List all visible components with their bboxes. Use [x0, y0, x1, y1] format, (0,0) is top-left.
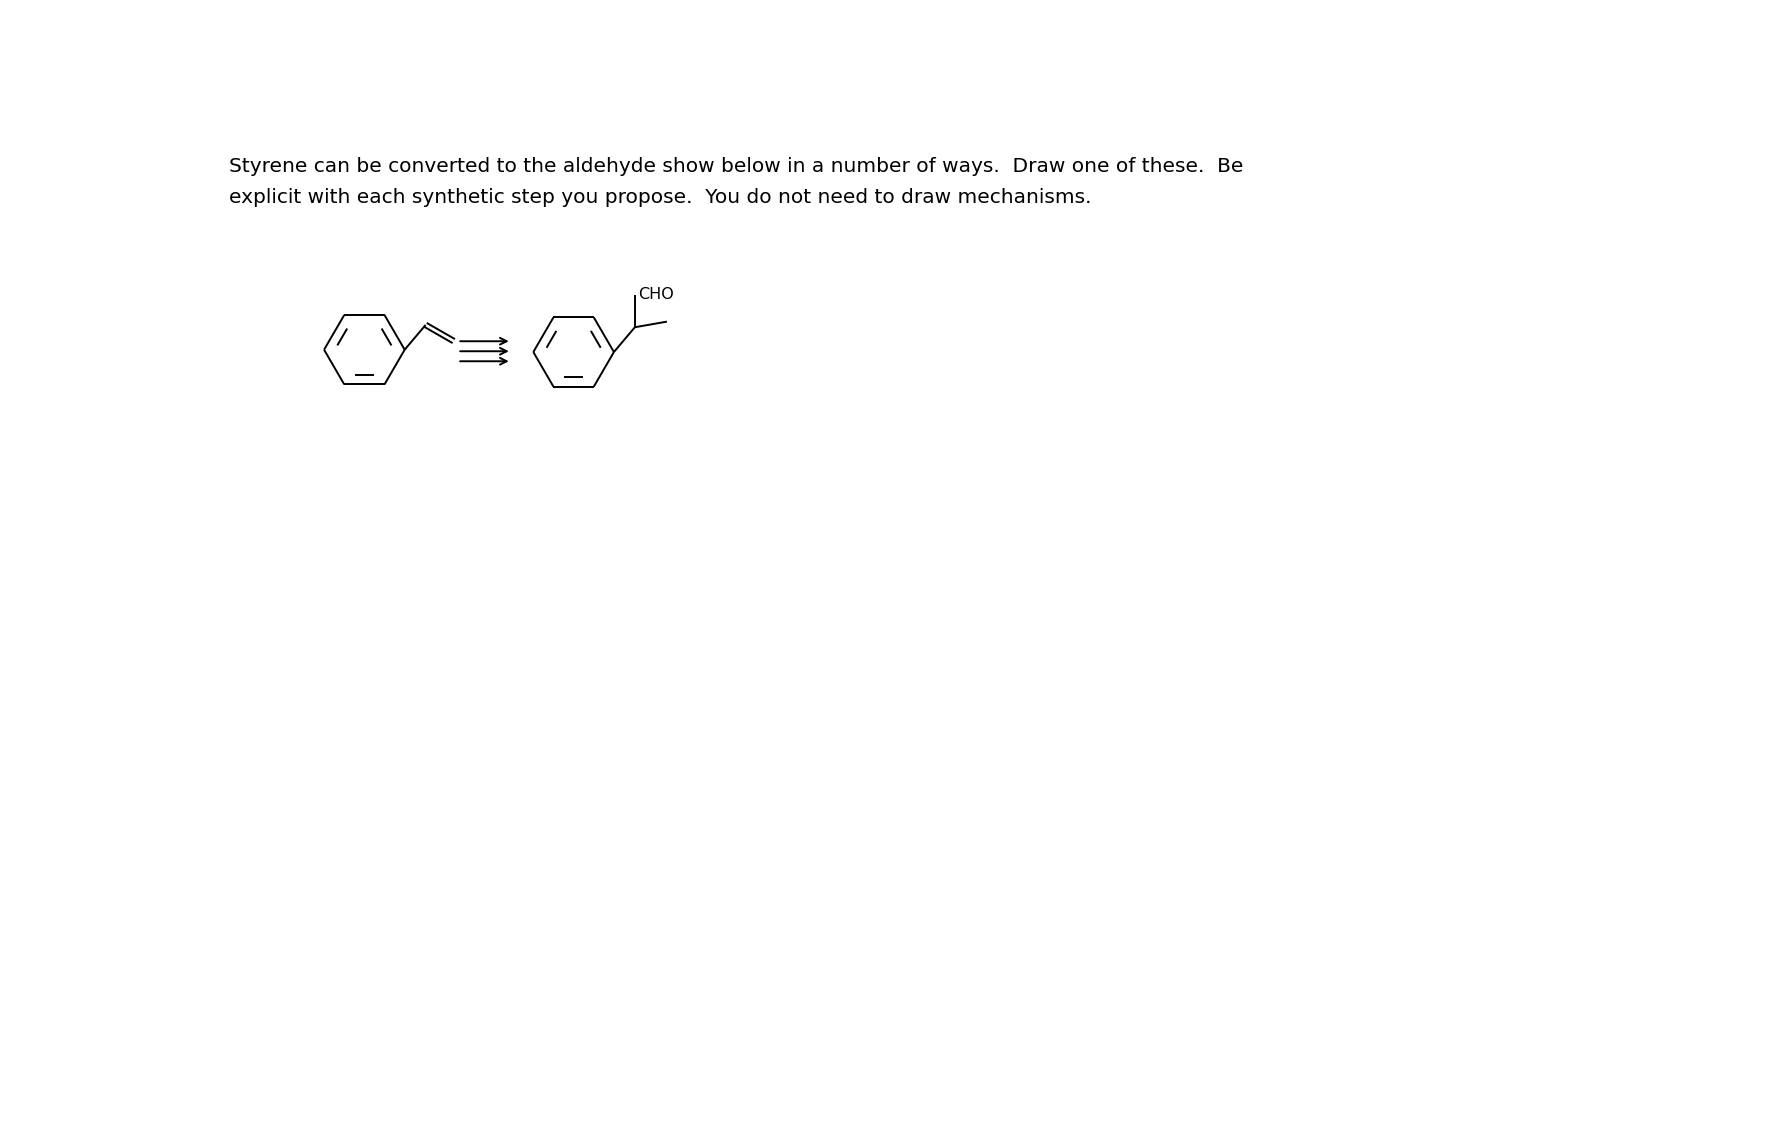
- Text: explicit with each synthetic step you propose.  You do not need to draw mechanis: explicit with each synthetic step you pr…: [228, 188, 1091, 207]
- Text: CHO: CHO: [638, 287, 674, 301]
- Text: Styrene can be converted to the aldehyde show below in a number of ways.  Draw o: Styrene can be converted to the aldehyde…: [228, 157, 1243, 176]
